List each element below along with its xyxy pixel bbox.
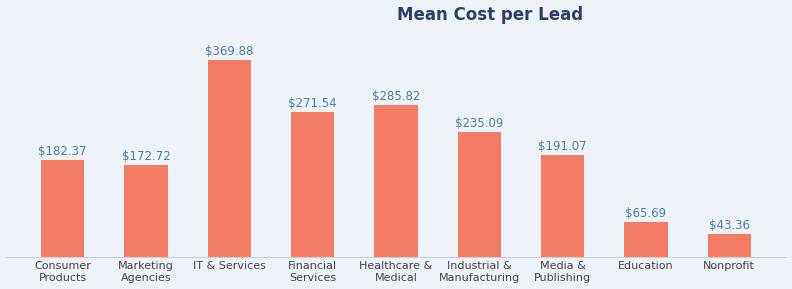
Text: $43.36: $43.36 bbox=[709, 219, 750, 232]
Bar bbox=[375, 105, 417, 257]
Bar bbox=[707, 234, 751, 257]
Text: $271.54: $271.54 bbox=[288, 97, 337, 110]
Bar bbox=[124, 165, 168, 257]
Text: $235.09: $235.09 bbox=[455, 116, 504, 129]
Text: $191.07: $191.07 bbox=[539, 140, 587, 153]
Bar bbox=[541, 155, 584, 257]
Bar bbox=[458, 132, 501, 257]
Bar bbox=[291, 112, 334, 257]
Bar bbox=[41, 160, 85, 257]
Bar bbox=[208, 60, 251, 257]
Text: $285.82: $285.82 bbox=[371, 90, 421, 103]
Bar bbox=[624, 222, 668, 257]
Text: $65.69: $65.69 bbox=[626, 207, 667, 220]
Text: $369.88: $369.88 bbox=[205, 45, 253, 58]
Text: $182.37: $182.37 bbox=[39, 144, 87, 158]
Title: Mean Cost per Lead: Mean Cost per Lead bbox=[397, 5, 583, 24]
Text: $172.72: $172.72 bbox=[122, 150, 170, 163]
